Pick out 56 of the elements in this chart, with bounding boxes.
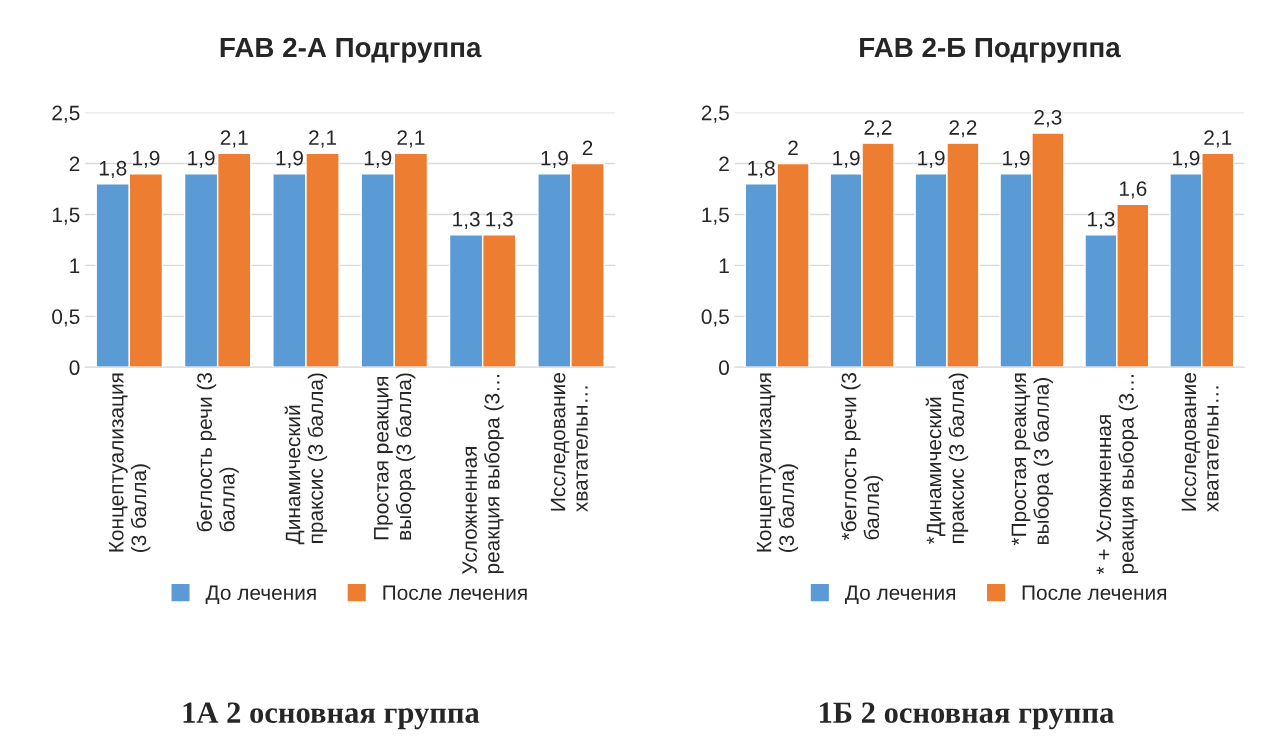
y-tick-label: 0 bbox=[69, 360, 80, 376]
x-tick-label: Простая реакция выбора (3 балла) bbox=[374, 373, 416, 540]
legend-label: После лечения bbox=[383, 585, 527, 601]
data-label: 1,9 bbox=[1003, 150, 1030, 168]
x-tick-label: Концептуализация (3 балла) bbox=[109, 373, 151, 552]
data-label: 1,8 bbox=[748, 160, 775, 179]
text: 1А 2 основная группа bbox=[183, 702, 480, 730]
data-label: 1,9 bbox=[541, 150, 568, 168]
chart-title: FAB 2-Б Подгруппа bbox=[860, 37, 1121, 63]
data-label: 1,9 bbox=[918, 150, 945, 168]
data-label: 2,1 bbox=[1204, 130, 1232, 148]
chart-title: FAB 2-А Подгруппа bbox=[220, 37, 482, 63]
text: 1Б 2 основная группа bbox=[820, 702, 1114, 730]
data-label: 2 bbox=[582, 140, 593, 156]
y-tick-label: 2,5 bbox=[52, 105, 80, 123]
data-label: 2,2 bbox=[864, 120, 892, 138]
data-label: 1,9 bbox=[276, 150, 303, 168]
data-label: 2,1 bbox=[309, 130, 337, 148]
x-tick-label: * + Усложненная реакция выбора (3… bbox=[1096, 374, 1138, 575]
data-label: 2,3 bbox=[1034, 109, 1062, 128]
data-label: 1,9 bbox=[364, 150, 392, 168]
x-tick-label: Динамический праксис (3 балла) bbox=[284, 373, 328, 545]
y-tick-label: 2 bbox=[69, 156, 80, 172]
data-label: 1,9 bbox=[833, 150, 860, 168]
data-label: 1,9 bbox=[133, 150, 160, 168]
data-label: 1,3 bbox=[1088, 211, 1115, 230]
x-tick-label: Исследование хватательн… bbox=[1181, 373, 1219, 512]
data-label: 1,9 bbox=[188, 150, 215, 168]
y-tick-label: 1 bbox=[70, 258, 80, 273]
data-label: 1,3 bbox=[453, 211, 480, 230]
x-tick-label: *Динамический праксис (3 балла) bbox=[925, 373, 969, 545]
data-label: 1,9 bbox=[1173, 150, 1200, 168]
x-tick-label: *беглость речи (3 балла) bbox=[840, 373, 884, 541]
legend-label: До лечения bbox=[205, 585, 316, 604]
x-tick-label: Концептуализация (3 балла) bbox=[756, 373, 799, 552]
y-tick-label: 1,5 bbox=[702, 207, 729, 225]
data-label: 2,1 bbox=[397, 130, 425, 148]
x-tick-label: беглость речи (3 балла) bbox=[196, 373, 239, 532]
y-tick-label: 2,5 bbox=[701, 105, 729, 123]
y-tick-label: 0 bbox=[719, 360, 729, 376]
data-label: 1,6 bbox=[1119, 181, 1147, 199]
y-tick-label: 0,5 bbox=[52, 309, 80, 327]
data-label: 1,3 bbox=[486, 211, 513, 230]
data-label: 2 bbox=[788, 140, 798, 156]
legend-label: До лечения bbox=[844, 585, 956, 604]
y-tick-label: 2 bbox=[719, 156, 729, 172]
x-tick-label: *Простая реакция выбора (3 балла) bbox=[1011, 373, 1053, 546]
y-tick-label: 1 bbox=[719, 258, 729, 273]
x-tick-label: Исследование хватательн… bbox=[550, 373, 588, 512]
data-label: 2,2 bbox=[949, 120, 977, 138]
data-label: 1,8 bbox=[99, 160, 127, 179]
data-label: 2,1 bbox=[220, 130, 248, 148]
x-tick-label: Усложненная реакция выбора (3… bbox=[462, 374, 504, 574]
y-tick-label: 0,5 bbox=[701, 309, 729, 327]
y-tick-label: 1,5 bbox=[52, 207, 80, 225]
legend-label: После лечения bbox=[1022, 585, 1167, 601]
